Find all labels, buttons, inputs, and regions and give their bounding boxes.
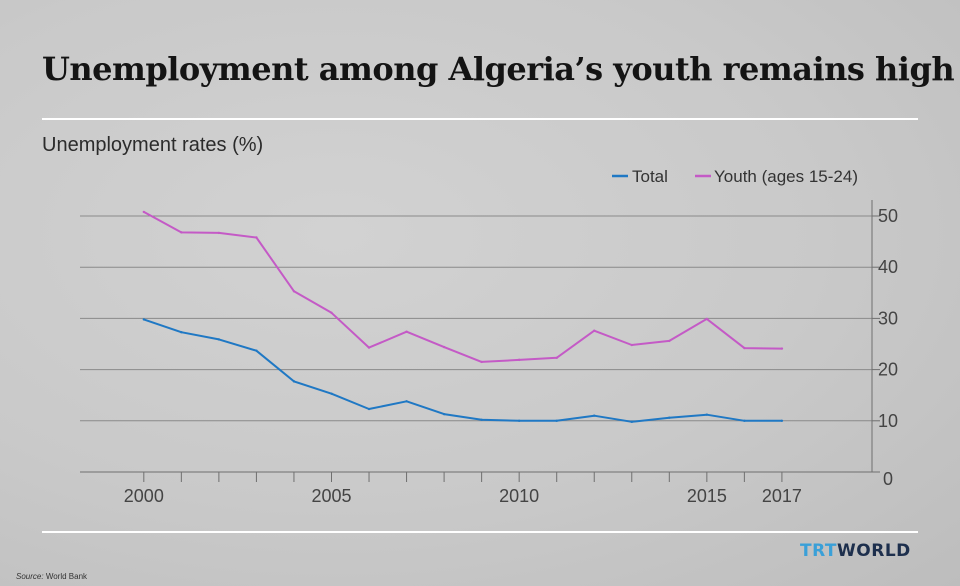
data-point-youth	[442, 345, 446, 349]
trt-world-logo: TRTWORLD	[800, 541, 911, 561]
data-point-total	[292, 380, 296, 383]
data-point-total	[593, 414, 596, 417]
data-point-youth	[367, 346, 371, 349]
grid-lines	[80, 215, 872, 422]
data-point-youth	[705, 317, 709, 321]
legend: Total Youth (ages 15-24)	[612, 167, 858, 186]
data-point-total	[480, 418, 483, 421]
data-point-youth	[405, 330, 408, 333]
data-point-youth	[743, 346, 746, 350]
chart-title: Unemployment among Algeria’s youth remai…	[42, 50, 955, 88]
data-point-total	[330, 392, 333, 395]
data-point-total	[555, 419, 558, 422]
data-point-youth	[180, 231, 183, 234]
data-point-youth	[517, 358, 521, 362]
y-tick-label: 10	[878, 411, 898, 431]
data-point-youth	[142, 210, 146, 214]
data-point-youth	[593, 329, 596, 332]
chart-subtitle: Unemployment rates (%)	[42, 134, 264, 156]
data-point-total	[442, 412, 446, 416]
data-point-total	[217, 338, 221, 341]
data-point-total	[668, 416, 671, 419]
y-tick-label: 20	[878, 360, 898, 380]
logo-world: WORLD	[837, 541, 911, 561]
x-tick-label: 2000	[124, 486, 164, 506]
data-point-total	[255, 349, 258, 352]
footer-divider	[42, 531, 918, 533]
data-point-total	[405, 400, 408, 403]
series-line-total	[143, 318, 782, 423]
data-point-youth	[480, 360, 483, 364]
data-point-youth	[668, 339, 671, 343]
legend-label-youth: Youth (ages 15-24)	[714, 167, 858, 186]
data-point-total	[180, 331, 183, 334]
y-tick-label: 0	[883, 469, 893, 489]
data-point-youth	[217, 231, 221, 235]
data-point-total	[780, 419, 784, 422]
data-point-total	[705, 413, 709, 416]
title-divider	[42, 118, 918, 120]
x-tick-label: 2017	[762, 486, 802, 506]
legend-label-total: Total	[632, 167, 668, 186]
x-tick-label: 2005	[311, 486, 351, 506]
data-point-youth	[780, 347, 784, 350]
x-tick-label: 2015	[687, 486, 727, 506]
y-tick-label: 30	[878, 308, 898, 328]
data-point-total	[743, 419, 746, 422]
series-line-youth	[143, 211, 782, 363]
logo-trt: TRT	[800, 541, 838, 561]
data-point-total	[517, 419, 521, 422]
series-layer	[142, 210, 784, 424]
data-point-total	[142, 318, 146, 321]
source-label: Source:	[16, 572, 44, 581]
source-note: Source: World Bank	[16, 572, 87, 581]
data-point-youth	[255, 236, 258, 239]
data-point-youth	[330, 311, 333, 314]
x-tick-label: 2010	[499, 486, 539, 506]
data-point-youth	[630, 343, 633, 347]
axes: 0 10 20 30 40 50 2000 2005 2010 2015 2017	[80, 200, 898, 506]
y-tick-label: 50	[878, 206, 898, 226]
data-point-total	[367, 407, 371, 411]
data-point-youth	[292, 290, 296, 293]
y-tick-label: 40	[878, 257, 898, 277]
data-point-total	[630, 420, 633, 424]
source-value: World Bank	[45, 572, 88, 581]
data-point-youth	[555, 356, 558, 360]
